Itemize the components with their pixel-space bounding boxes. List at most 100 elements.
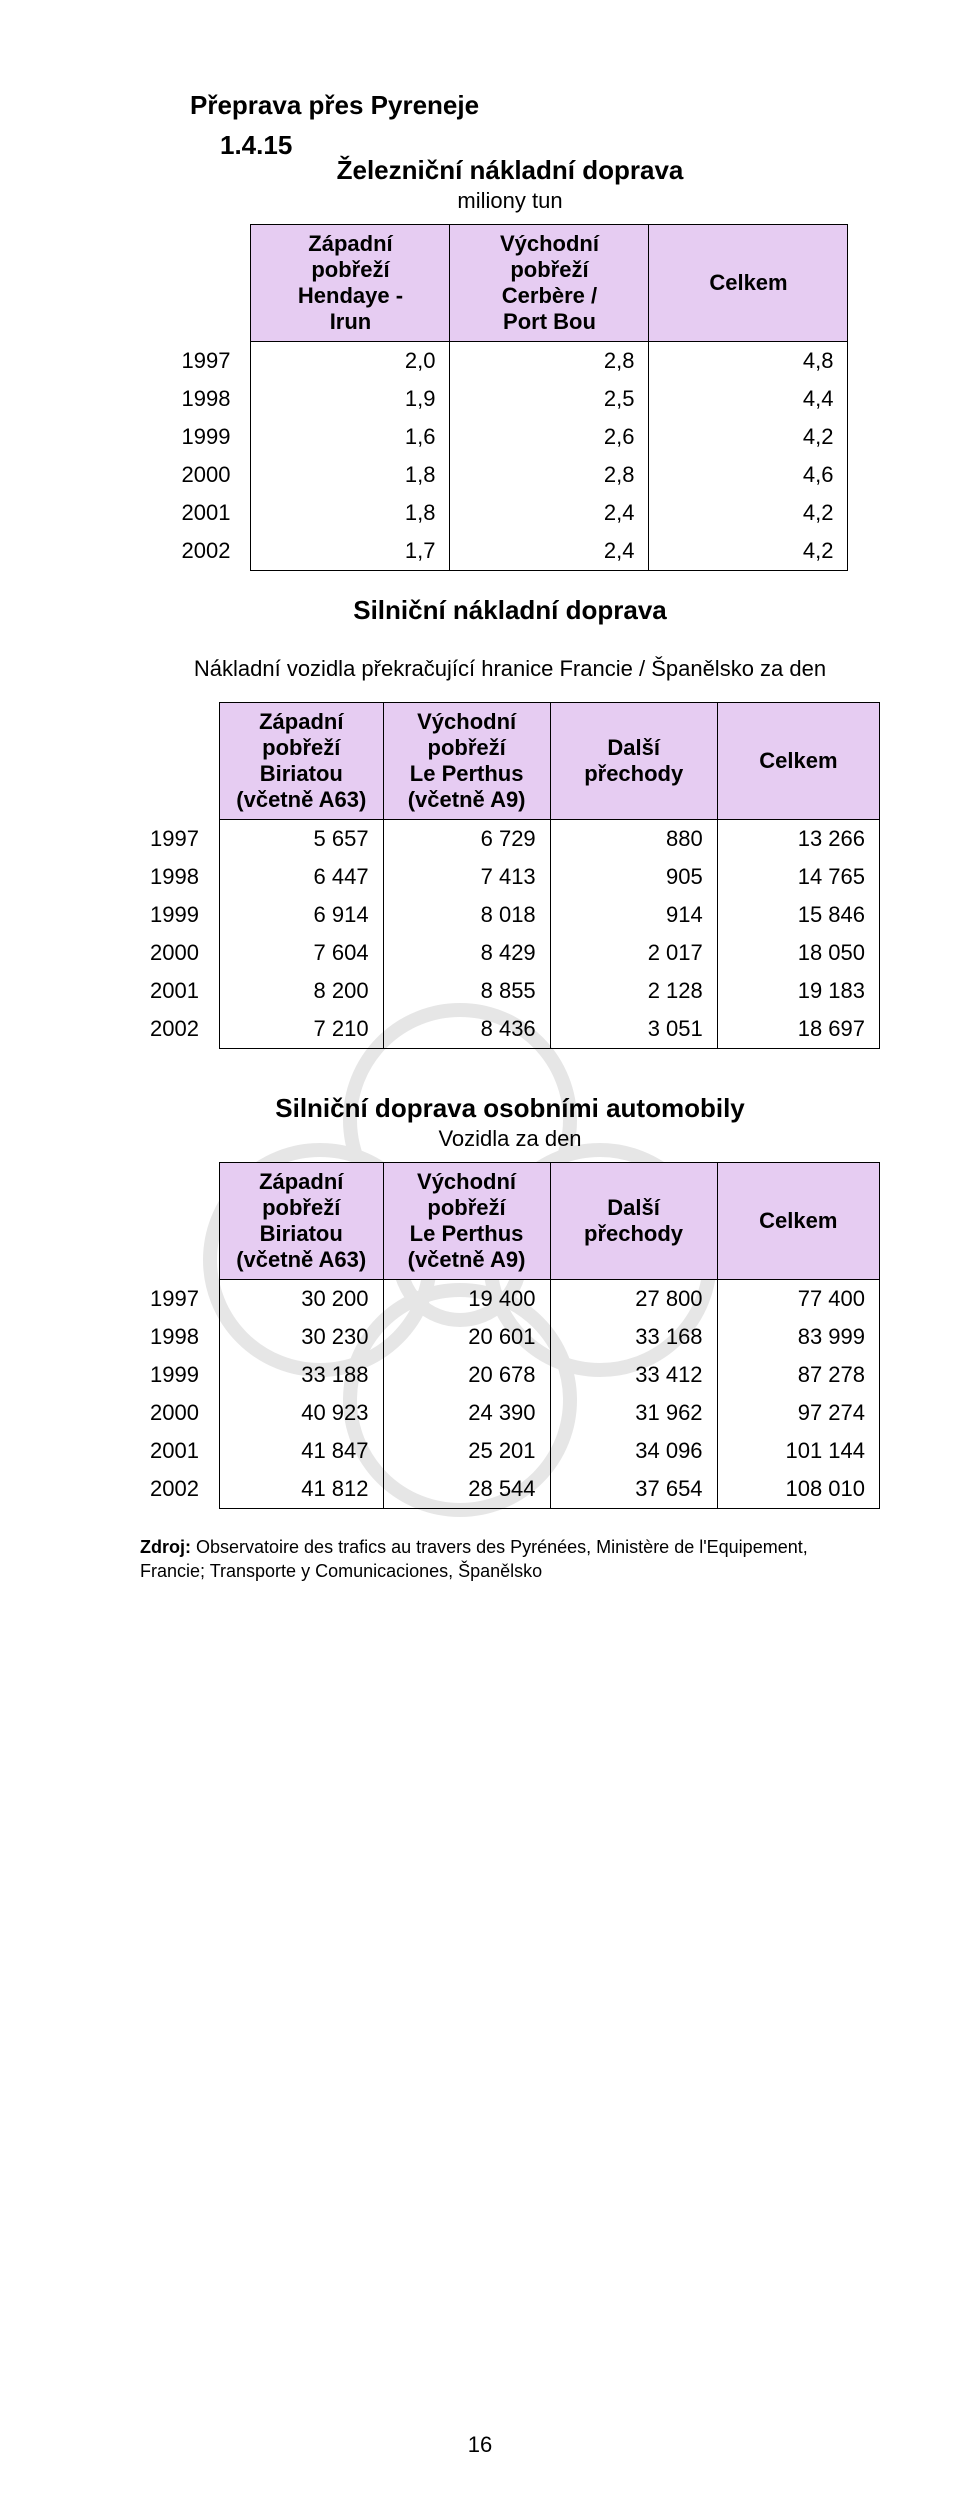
source-label: Zdroj:: [140, 1537, 191, 1557]
table-row: 19986 4477 41390514 765: [140, 858, 880, 896]
value-cell: 4,2: [649, 494, 848, 532]
year-cell: 2001: [140, 1432, 219, 1470]
year-cell: 1999: [140, 896, 219, 934]
value-cell: 30 200: [219, 1280, 383, 1319]
table-row: 19991,62,64,2: [172, 418, 848, 456]
year-cell: 1997: [140, 820, 219, 859]
value-cell: 34 096: [550, 1432, 717, 1470]
table-row: 20001,82,84,6: [172, 456, 848, 494]
section-title: Přeprava přes Pyreneje: [190, 90, 880, 121]
value-cell: 2,6: [450, 418, 649, 456]
value-cell: 4,6: [649, 456, 848, 494]
value-cell: 20 601: [383, 1318, 550, 1356]
col-header: Východní pobřeží Le Perthus (včetně A9): [383, 703, 550, 820]
value-cell: 8 436: [383, 1010, 550, 1049]
value-cell: 4,2: [649, 418, 848, 456]
value-cell: 19 400: [383, 1280, 550, 1319]
year-cell: 1997: [172, 342, 251, 381]
year-cell: 1997: [140, 1280, 219, 1319]
col-header: Západní pobřeží Hendaye - Irun: [251, 225, 450, 342]
value-cell: 4,2: [649, 532, 848, 571]
value-cell: 30 230: [219, 1318, 383, 1356]
source-text: Observatoire des trafics au travers des …: [140, 1537, 808, 1581]
table-row: 19975 6576 72988013 266: [140, 820, 880, 859]
value-cell: 7 210: [219, 1010, 383, 1049]
year-cell: 2001: [140, 972, 219, 1010]
table2-subtitle: Nákladní vozidla překračující hranice Fr…: [140, 656, 880, 682]
year-cell: 1998: [172, 380, 251, 418]
value-cell: 87 278: [717, 1356, 879, 1394]
year-cell: 1998: [140, 858, 219, 896]
table3-subtitle: Vozidla za den: [140, 1126, 880, 1152]
table-row: 200040 92324 39031 96297 274: [140, 1394, 880, 1432]
table-row: 19981,92,54,4: [172, 380, 848, 418]
value-cell: 20 678: [383, 1356, 550, 1394]
table-row: 20011,82,44,2: [172, 494, 848, 532]
year-cell: 1999: [140, 1356, 219, 1394]
table1-subtitle: miliony tun: [140, 188, 880, 214]
value-cell: 8 855: [383, 972, 550, 1010]
value-cell: 1,8: [251, 494, 450, 532]
year-cell: 1998: [140, 1318, 219, 1356]
value-cell: 40 923: [219, 1394, 383, 1432]
table-row: 200241 81228 54437 654108 010: [140, 1470, 880, 1509]
value-cell: 27 800: [550, 1280, 717, 1319]
value-cell: 15 846: [717, 896, 879, 934]
value-cell: 4,8: [649, 342, 848, 381]
table-row: 20018 2008 8552 12819 183: [140, 972, 880, 1010]
value-cell: 33 188: [219, 1356, 383, 1394]
value-cell: 7 604: [219, 934, 383, 972]
table2-title: Silniční nákladní doprava: [140, 595, 880, 626]
value-cell: 1,6: [251, 418, 450, 456]
value-cell: 1,9: [251, 380, 450, 418]
value-cell: 8 429: [383, 934, 550, 972]
value-cell: 37 654: [550, 1470, 717, 1509]
value-cell: 6 729: [383, 820, 550, 859]
source-line: Zdroj: Observatoire des trafics au trave…: [140, 1535, 860, 1584]
value-cell: 2,4: [450, 494, 649, 532]
value-cell: 18 050: [717, 934, 879, 972]
value-cell: 28 544: [383, 1470, 550, 1509]
year-cell: 2000: [140, 934, 219, 972]
value-cell: 33 168: [550, 1318, 717, 1356]
value-cell: 7 413: [383, 858, 550, 896]
value-cell: 97 274: [717, 1394, 879, 1432]
year-cell: 2002: [172, 532, 251, 571]
table-row: 200141 84725 20134 096101 144: [140, 1432, 880, 1470]
value-cell: 18 697: [717, 1010, 879, 1049]
col-header: Celkem: [717, 1163, 879, 1280]
table3-title: Silniční doprava osobními automobily: [140, 1093, 880, 1124]
value-cell: 5 657: [219, 820, 383, 859]
col-header: Západní pobřeží Biriatou (včetně A63): [219, 1163, 383, 1280]
col-header: Východní pobřeží Cerbère / Port Bou: [450, 225, 649, 342]
value-cell: 77 400: [717, 1280, 879, 1319]
value-cell: 1,8: [251, 456, 450, 494]
value-cell: 83 999: [717, 1318, 879, 1356]
col-header: Východní pobřeží Le Perthus (včetně A9): [383, 1163, 550, 1280]
year-cell: 1999: [172, 418, 251, 456]
table-row: 199830 23020 60133 16883 999: [140, 1318, 880, 1356]
page-number: 16: [0, 2432, 960, 2458]
table-row: 20027 2108 4363 05118 697: [140, 1010, 880, 1049]
value-cell: 41 812: [219, 1470, 383, 1509]
table-road-freight: Západní pobřeží Biriatou (včetně A63) Vý…: [140, 702, 880, 1049]
value-cell: 1,7: [251, 532, 450, 571]
year-cell: 2000: [140, 1394, 219, 1432]
value-cell: 2,0: [251, 342, 450, 381]
col-header: Další přechody: [550, 1163, 717, 1280]
value-cell: 2 128: [550, 972, 717, 1010]
table-row: 20021,72,44,2: [172, 532, 848, 571]
value-cell: 14 765: [717, 858, 879, 896]
year-cell: 2001: [172, 494, 251, 532]
value-cell: 2 017: [550, 934, 717, 972]
value-cell: 3 051: [550, 1010, 717, 1049]
table-row: 19972,02,84,8: [172, 342, 848, 381]
value-cell: 2,8: [450, 342, 649, 381]
value-cell: 101 144: [717, 1432, 879, 1470]
value-cell: 2,4: [450, 532, 649, 571]
table-row: 20007 6048 4292 01718 050: [140, 934, 880, 972]
col-header: Západní pobřeží Biriatou (včetně A63): [219, 703, 383, 820]
value-cell: 25 201: [383, 1432, 550, 1470]
year-cell: 2000: [172, 456, 251, 494]
year-cell: 2002: [140, 1470, 219, 1509]
